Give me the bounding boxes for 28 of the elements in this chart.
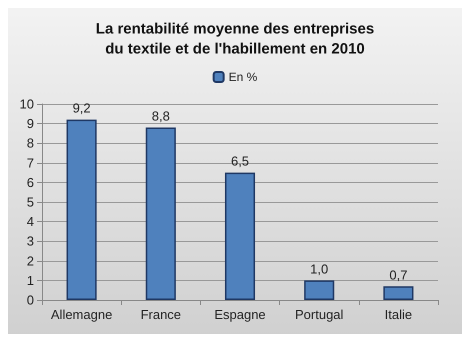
bar [66, 120, 97, 300]
y-tick-label: 8 [26, 136, 34, 151]
x-tick-label: Allemagne [50, 307, 112, 322]
bar [146, 128, 176, 300]
y-tick-label: 2 [26, 253, 34, 268]
chart-title: La rentabilité moyenne des entreprises du textile et de l'habillement en 2010 [96, 20, 374, 58]
data-label: 1,0 [310, 261, 328, 276]
data-label: 9,2 [72, 100, 91, 116]
bar [224, 172, 256, 300]
x-tick-label: Espagne [214, 307, 266, 322]
y-tick-label: 5 [26, 194, 34, 210]
y-tick-label: 3 [26, 234, 34, 249]
legend-label: En % [228, 70, 258, 84]
y-tick-label: 0 [26, 292, 34, 308]
y-tick-label: 6 [26, 174, 34, 190]
y-tick-label: 9 [26, 116, 34, 132]
y-tick-label: 4 [26, 214, 34, 230]
y-tick-label: 10 [20, 96, 34, 112]
data-label: 8,8 [152, 108, 170, 124]
bar [304, 280, 334, 300]
y-tick-label: 1 [26, 272, 34, 288]
bar [383, 286, 414, 300]
x-tick-label: Portugal [294, 307, 344, 322]
y-tick-label: 7 [26, 155, 34, 170]
x-tick-label: Italie [384, 307, 412, 322]
data-label: 0,7 [389, 267, 408, 282]
x-tick-label: France [140, 307, 182, 322]
data-label: 6,5 [230, 154, 250, 169]
